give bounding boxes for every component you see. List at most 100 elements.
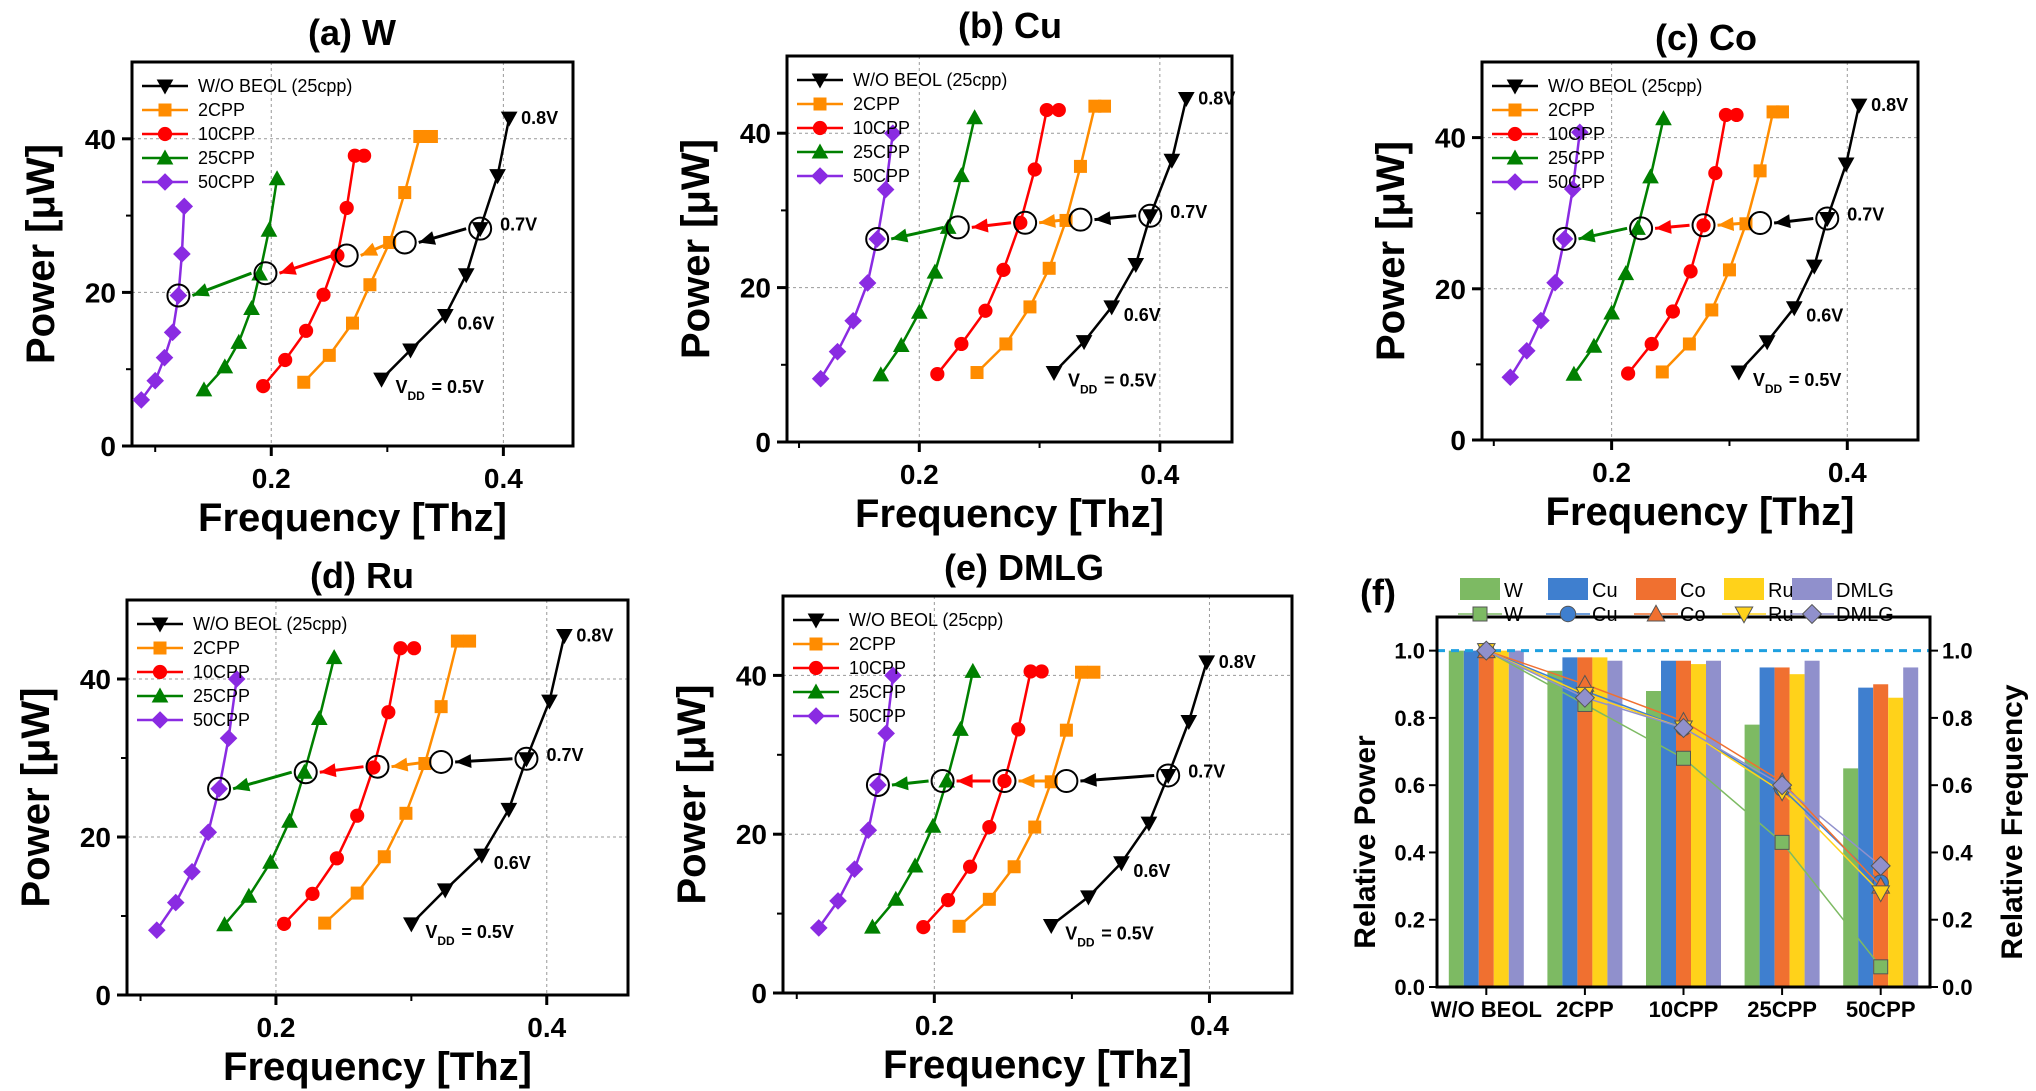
panel-title: (f) [1360, 572, 1396, 613]
panel-title: (a) W [308, 12, 396, 53]
x-tick-label: 0.2 [1592, 457, 1631, 488]
bar [1676, 660, 1691, 987]
annotation-0.7v: 0.7V [1170, 202, 1207, 222]
category-label: W/O BEOL [1431, 997, 1542, 1022]
annotation-vdd-v: V [425, 922, 437, 942]
legend-marker [1801, 603, 1823, 625]
data-point [210, 780, 228, 798]
legend-swatch [1460, 578, 1500, 600]
data-point [1198, 655, 1216, 671]
arrow-head [1578, 228, 1596, 243]
panel-title: (d) Ru [310, 555, 414, 596]
y-tick-label: 0 [751, 978, 767, 1009]
data-point [1683, 264, 1698, 279]
bar [1903, 667, 1919, 987]
y-tick-label: 0 [95, 980, 111, 1011]
legend-marker [1472, 606, 1488, 622]
data-point [1007, 860, 1021, 874]
x-tick-label: 0.4 [527, 1012, 566, 1043]
data-point [916, 919, 931, 935]
data-point [398, 186, 412, 200]
data-point [305, 886, 320, 901]
data-point [1708, 166, 1723, 181]
legend-label: W/O BEOL (25cpp) [1548, 76, 1702, 96]
bar [1759, 667, 1775, 987]
x-axis-label: Frequency [Thz] [883, 1043, 1192, 1087]
data-point [884, 124, 902, 143]
arrow-head [1774, 214, 1791, 229]
legend-label: 2CPP [849, 634, 896, 654]
data-point [473, 848, 491, 864]
highlight-circle [468, 216, 493, 241]
category-label: 2CPP [1556, 997, 1613, 1022]
data-point [997, 773, 1012, 789]
highlight-circle [514, 746, 539, 771]
arrow-head [319, 763, 337, 778]
data-point [298, 323, 314, 338]
data-point [183, 862, 201, 881]
legend-marker [811, 143, 829, 159]
data-point [1837, 157, 1855, 173]
data-point [500, 111, 518, 127]
arrow-head [891, 776, 909, 791]
highlight-circle [1013, 210, 1038, 235]
data-point [436, 308, 454, 324]
line-point [1676, 750, 1691, 766]
y-tick-label: 1.0 [1394, 639, 1425, 664]
annotation-0.7v: 0.7V [546, 745, 583, 765]
x-tick-label: 0.4 [1190, 1010, 1229, 1041]
legend-marker [152, 664, 168, 680]
data-point [175, 197, 194, 216]
legend-marker [156, 149, 174, 165]
highlight-circle [293, 760, 318, 785]
data-point [1011, 722, 1026, 737]
data-point [393, 641, 408, 656]
annotation-vdd-v: V [1753, 370, 1765, 390]
x-tick-label: 0.2 [915, 1010, 954, 1041]
annotation-vdd-v: V [1065, 924, 1077, 944]
bar [1592, 657, 1608, 987]
series-line-0 [380, 117, 511, 381]
data-point [268, 170, 286, 186]
data-point [982, 892, 996, 906]
data-point [316, 287, 331, 302]
data-point [828, 342, 847, 361]
y-tick-label: 0 [100, 431, 116, 462]
y-axis-label: Power [μW] [670, 684, 714, 904]
data-point [457, 268, 475, 284]
data-point [938, 772, 956, 788]
legend-label: 10CPP [198, 124, 255, 144]
bar [1493, 650, 1509, 987]
x-axis-label: Frequency [Thz] [1546, 490, 1855, 534]
panel-title: (b) Cu [958, 5, 1062, 46]
data-point [1140, 816, 1158, 832]
y-tick-label: 20 [736, 819, 767, 850]
data-point [276, 916, 292, 932]
panel-0: 0.2 0.4 0 20 40 (a) W Frequency [Thz] Power [μW… [19, 12, 575, 540]
data-point [399, 806, 413, 820]
legend-label: 50CPP [193, 710, 250, 730]
annotation-vdd-value: = 0.5V [1789, 370, 1842, 390]
highlight-circle [334, 243, 359, 268]
data-point [556, 629, 573, 645]
data-point [872, 366, 890, 382]
x-axis-label: Frequency [Thz] [223, 1045, 532, 1089]
y-tick-label: 0.2 [1394, 908, 1425, 933]
annotation-vdd-sub: DD [1765, 382, 1783, 396]
data-point [1042, 261, 1056, 275]
legend-marker [1506, 79, 1524, 95]
panel-3: 0.2 0.4 0 20 40 (d) Ru Frequency [Thz] Power [μ… [14, 555, 630, 1089]
y-tick-label: 0 [1450, 425, 1466, 456]
data-point [864, 918, 881, 934]
data-point [829, 892, 847, 910]
line-point [1771, 775, 1793, 796]
highlight-circle [1138, 203, 1163, 228]
data-point [1682, 337, 1696, 351]
data-point [256, 378, 271, 394]
series-line-1 [1661, 110, 1783, 373]
data-point [1087, 665, 1101, 679]
legend-marker [1508, 103, 1522, 117]
data-point [1655, 110, 1672, 126]
panel-1: 0.2 0.4 0 20 40 (b) Cu Frequency [Thz] Power [μ… [674, 5, 1235, 536]
annotation-vdd-sub: DD [1080, 383, 1098, 397]
